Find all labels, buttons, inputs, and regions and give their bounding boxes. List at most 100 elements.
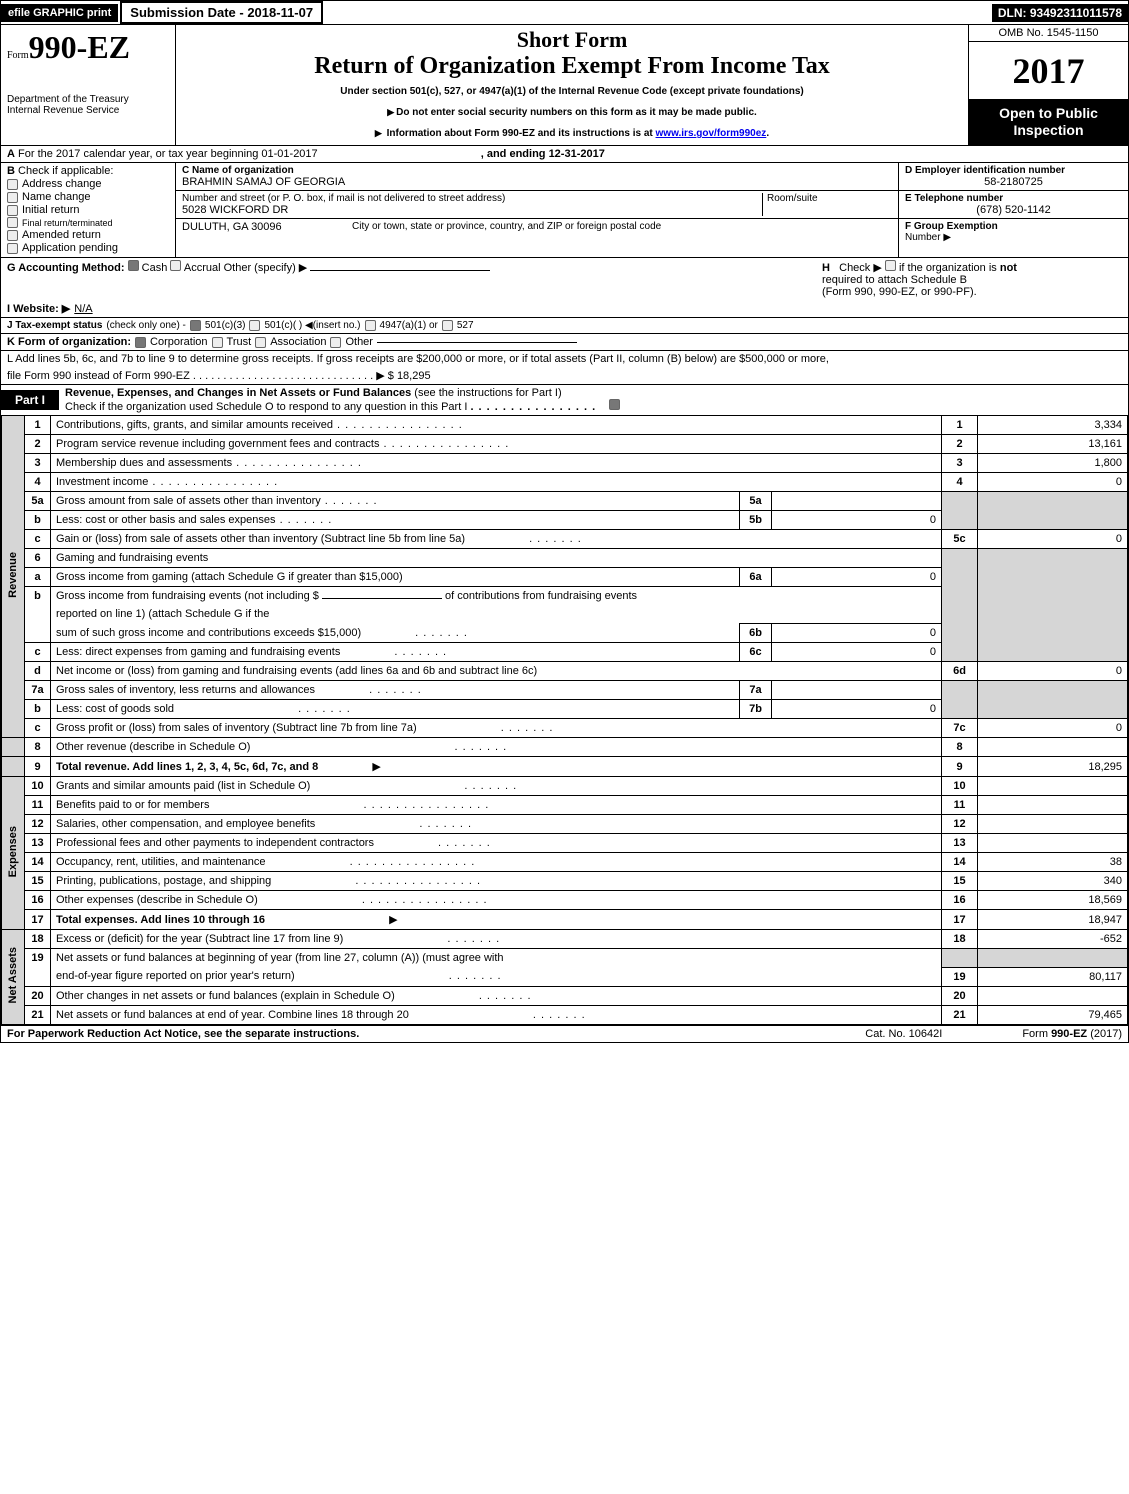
line-rv — [978, 796, 1128, 815]
irs-link[interactable]: www.irs.gov/form990ez — [656, 128, 767, 139]
c-org-name-row: C Name of organization BRAHMIN SAMAJ OF … — [176, 163, 898, 191]
line-rv: 80,117 — [978, 967, 1128, 986]
line-desc: Gaming and fundraising events — [51, 549, 942, 568]
sub-val: 0 — [772, 624, 942, 643]
k-other-checkbox-icon[interactable] — [330, 337, 341, 348]
grey-cell — [942, 549, 978, 662]
line-desc: end-of-year figure reported on prior yea… — [51, 967, 942, 986]
d-ein: D Employer identification number 58-2180… — [899, 163, 1128, 191]
efile-print-button[interactable]: efile GRAPHIC print — [1, 4, 118, 22]
line-rv: 340 — [978, 872, 1128, 891]
part1-checkbox-icon[interactable] — [609, 399, 620, 410]
sub-val: 0 — [772, 700, 942, 719]
radio-cash-icon[interactable] — [128, 260, 139, 271]
f-label2: Number — [905, 232, 941, 243]
check-initial-return[interactable]: Initial return — [7, 204, 169, 216]
j-527-checkbox-icon[interactable] — [442, 320, 453, 331]
line-desc: Gross amount from sale of assets other t… — [51, 492, 740, 511]
k-opt3: Other — [345, 336, 373, 348]
row-k: K Form of organization: Corporation Trus… — [1, 333, 1128, 350]
line-rv: 1,800 — [978, 454, 1128, 473]
sub-ln: 7b — [740, 700, 772, 719]
h-checkbox-icon[interactable] — [885, 260, 896, 271]
check-amended-return[interactable]: Amended return — [7, 229, 169, 241]
line-desc: Net assets or fund balances at end of ye… — [51, 1005, 942, 1024]
line-num: 20 — [25, 986, 51, 1005]
cat-no: Cat. No. 10642I — [865, 1028, 942, 1040]
line-desc: Net income or (loss) from gaming and fun… — [51, 662, 942, 681]
under-section: Under section 501(c), 527, or 4947(a)(1)… — [180, 86, 964, 97]
line-desc: Investment income — [51, 473, 942, 492]
l6b-d1: Gross income from fundraising events (no… — [56, 590, 319, 602]
line-desc: Total revenue. Add lines 1, 2, 3, 4, 5c,… — [51, 757, 942, 777]
j-opt2: 501(c)( ) ◀(insert no.) — [264, 320, 360, 331]
dept-treasury: Department of the Treasury — [7, 94, 169, 105]
city-value: DULUTH, GA 30096 — [182, 221, 332, 233]
line-rv: -652 — [978, 930, 1128, 949]
grey-cell — [978, 949, 1128, 968]
form-id-box: Form990-EZ Department of the Treasury In… — [1, 25, 176, 145]
k-trust-checkbox-icon[interactable] — [212, 337, 223, 348]
sub-val: 0 — [772, 643, 942, 662]
line-rn: 16 — [942, 891, 978, 910]
line-desc: Grants and similar amounts paid (list in… — [51, 777, 942, 796]
checkbox-icon — [7, 192, 18, 203]
open-line2: Inspection — [971, 122, 1126, 139]
block-bcdef: B Check if applicable: Address change Na… — [1, 162, 1128, 257]
line-num: 6 — [25, 549, 51, 568]
l-dots: . . . . . . . . . . . . . . . . . . . . … — [193, 370, 385, 382]
line-num: c — [25, 719, 51, 738]
line-rn: 13 — [942, 834, 978, 853]
k-label: K Form of organization: — [7, 336, 131, 348]
h-letter: H — [822, 262, 830, 274]
line-rv — [978, 834, 1128, 853]
accrual-label: Accrual — [184, 262, 221, 274]
dln-label: DLN: 93492311011578 — [992, 4, 1128, 22]
checkbox-icon — [7, 243, 18, 254]
line-desc: Net assets or fund balances at beginning… — [51, 949, 942, 968]
line-num: a — [25, 568, 51, 587]
other-input[interactable] — [310, 270, 490, 271]
k-opt1: Trust — [227, 336, 252, 348]
j-501c3-checkbox-icon[interactable] — [190, 320, 201, 331]
sidetab-netassets: Net Assets — [2, 930, 25, 1025]
j-4947-checkbox-icon[interactable] — [365, 320, 376, 331]
line-rn: 5c — [942, 530, 978, 549]
omb-number: OMB No. 1545-1150 — [969, 25, 1128, 42]
line-num: 9 — [25, 757, 51, 777]
h-text2: if the organization is — [899, 262, 997, 274]
l6b-input[interactable] — [322, 598, 442, 599]
sidetab-netassets-label: Net Assets — [7, 947, 19, 1003]
line-num — [25, 605, 51, 624]
line-rn: 1 — [942, 416, 978, 435]
check-application-pending[interactable]: Application pending — [7, 242, 169, 254]
k-assoc-checkbox-icon[interactable] — [255, 337, 266, 348]
part1-title-paren: (see the instructions for Part I) — [414, 387, 561, 399]
check-final-return[interactable]: Final return/terminated — [7, 217, 169, 228]
d-label: D Employer identification number — [905, 165, 1065, 176]
checkbox-icon — [7, 230, 18, 241]
sidetab-expenses-label: Expenses — [7, 826, 19, 877]
line-desc: Excess or (deficit) for the year (Subtra… — [51, 930, 942, 949]
sub-val: 0 — [772, 568, 942, 587]
k-other-input[interactable] — [377, 342, 577, 343]
a-letter: A — [7, 148, 15, 160]
k-corp-checkbox-icon[interactable] — [135, 337, 146, 348]
line-rv: 0 — [978, 719, 1128, 738]
e-label: E Telephone number — [905, 193, 1003, 204]
form-num: 990-EZ — [29, 29, 130, 65]
line-rv: 38 — [978, 853, 1128, 872]
other-label: Other (specify) ▶ — [224, 262, 308, 274]
line-desc: Contributions, gifts, grants, and simila… — [51, 416, 942, 435]
line-rn: 20 — [942, 986, 978, 1005]
line-rn: 12 — [942, 815, 978, 834]
info-text-b: . — [766, 128, 769, 139]
line-num: 14 — [25, 853, 51, 872]
j-501c-checkbox-icon[interactable] — [249, 320, 260, 331]
check-address-change[interactable]: Address change — [7, 178, 169, 190]
line-desc: Gross income from fundraising events (no… — [51, 587, 942, 606]
radio-accrual-icon[interactable] — [170, 260, 181, 271]
line-rn: 14 — [942, 853, 978, 872]
check-name-change[interactable]: Name change — [7, 191, 169, 203]
line-rv: 0 — [978, 473, 1128, 492]
